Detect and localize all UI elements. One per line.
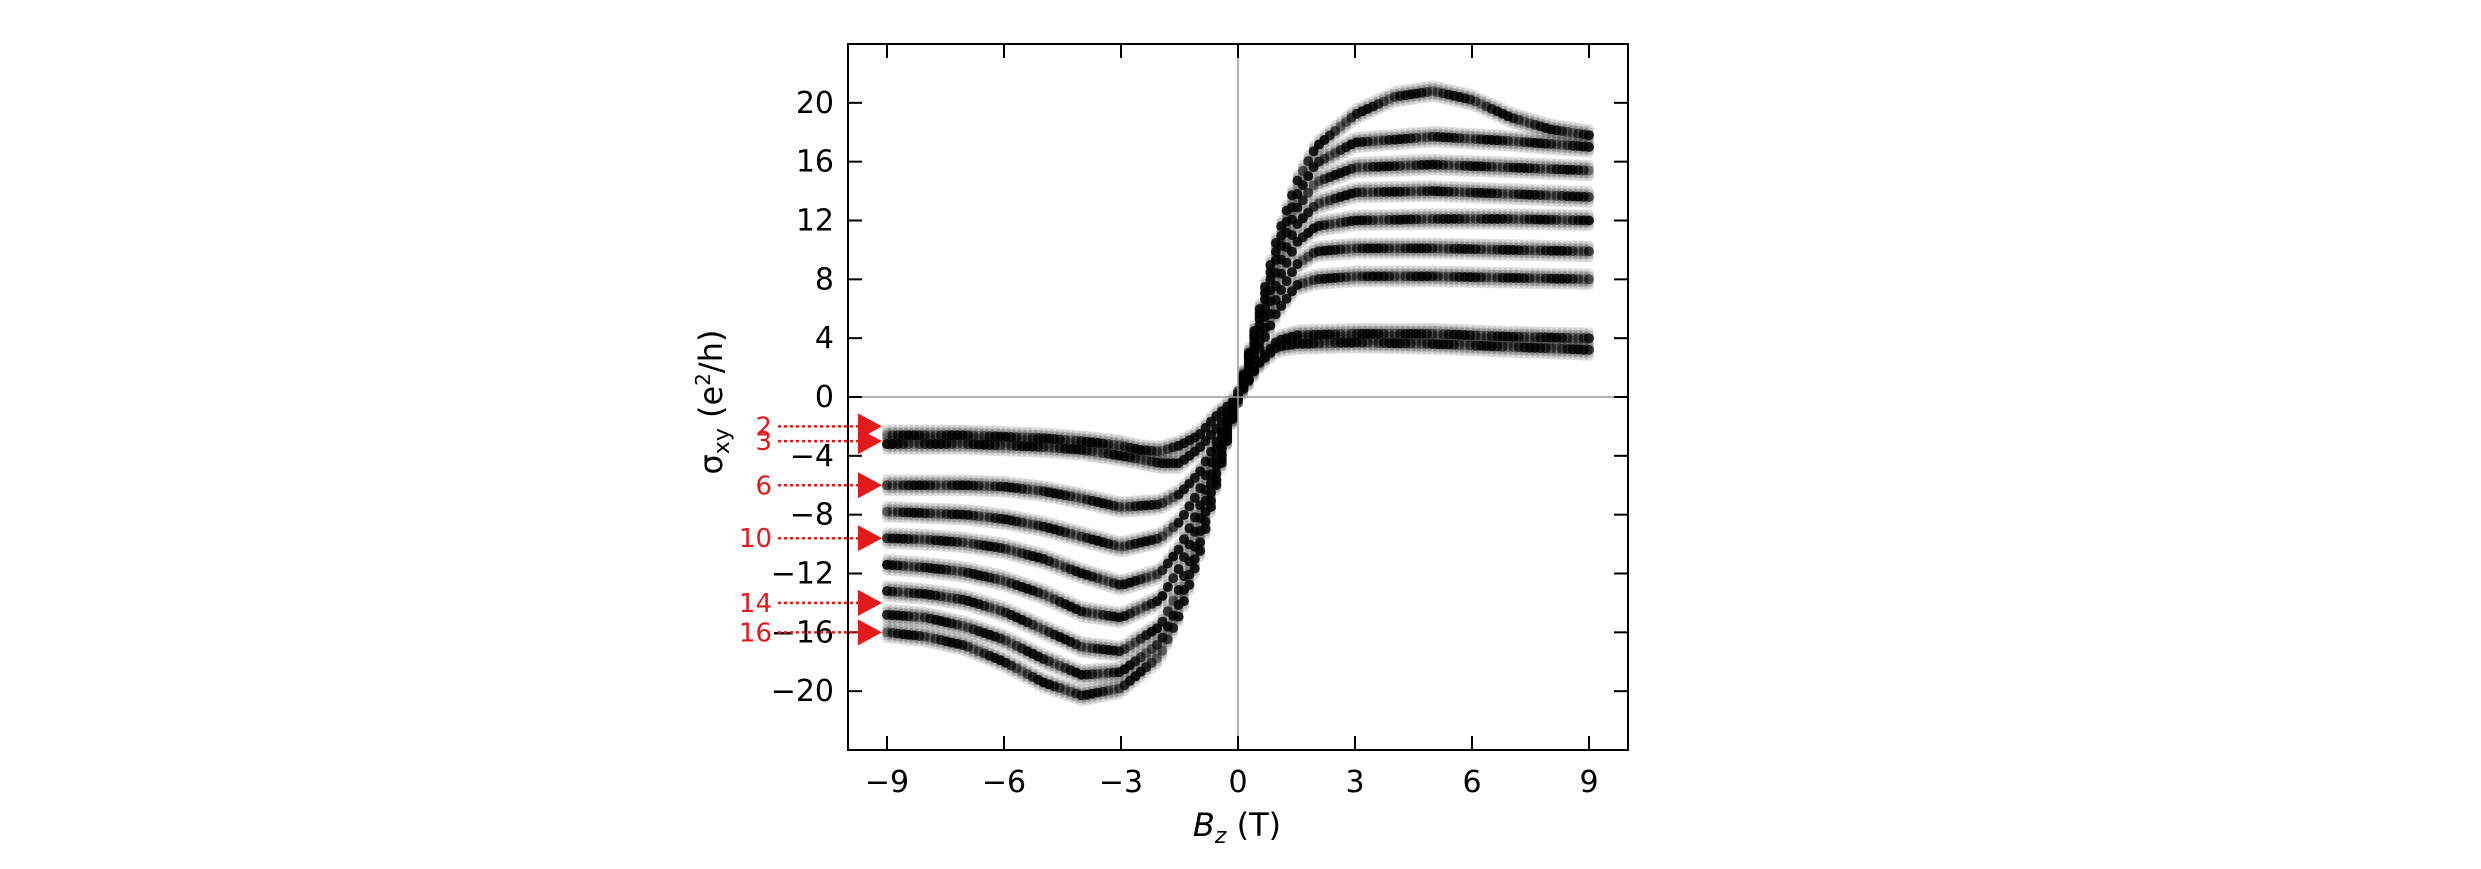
scatter-point (925, 430, 936, 441)
scatter-point (1384, 328, 1395, 339)
scatter-point (1567, 329, 1578, 340)
scatter-point (1584, 198, 1594, 208)
scatter-point (1292, 330, 1303, 341)
scatter-point (1476, 327, 1486, 338)
scatter-point (1114, 434, 1125, 445)
scatter-point (1470, 333, 1481, 344)
scatter-point (1281, 248, 1292, 259)
scatter-point (1519, 331, 1530, 342)
scatter-point (1162, 450, 1173, 461)
scatter-point (1567, 332, 1578, 343)
scatter-point (1017, 426, 1027, 437)
scatter-point (1562, 335, 1573, 346)
scatter-point (1157, 597, 1168, 607)
scatter-point (1584, 280, 1594, 291)
scatter-point (1476, 324, 1486, 335)
scatter-point (1584, 221, 1594, 232)
scatter-point (1168, 448, 1179, 459)
scatter-point (1017, 432, 1027, 443)
scatter-point (1335, 329, 1346, 340)
scatter-point (1189, 435, 1200, 446)
scatter-point (1103, 439, 1114, 450)
scatter-point (1200, 476, 1211, 487)
scatter-point (1108, 433, 1119, 444)
scatter-point (1276, 291, 1287, 301)
scatter-point (1152, 446, 1162, 457)
scatter-point (1260, 328, 1270, 339)
scatter-point (1287, 236, 1297, 247)
scatter-point (1270, 301, 1281, 312)
scatter-point (1162, 588, 1173, 598)
scatter-point (925, 424, 936, 435)
scatter-point (1584, 333, 1594, 344)
scatter-point (1195, 489, 1206, 500)
scatter-point (968, 430, 979, 441)
scatter-point (1173, 446, 1184, 457)
scatter-point (1378, 328, 1389, 339)
scatter-point (1519, 334, 1530, 345)
scatter-point (1265, 314, 1276, 325)
scatter-series (882, 331, 1594, 475)
scatter-point (1011, 432, 1022, 443)
scatter-point (1427, 328, 1438, 339)
scatter-point (1108, 439, 1119, 450)
scatter-point (1184, 507, 1195, 518)
scatter-point (1476, 330, 1486, 341)
scatter-point (1567, 335, 1578, 346)
scatter-point (1562, 332, 1573, 343)
scatter-point (1168, 579, 1179, 590)
scatter-point (1179, 515, 1189, 526)
scatter-point (1384, 322, 1395, 333)
scatter-point (1567, 326, 1578, 337)
scatter-point (1427, 331, 1438, 342)
scatter-point (1189, 498, 1200, 509)
scatter-point (1017, 429, 1027, 440)
scatter-point (1476, 333, 1486, 344)
scatter-point (1584, 171, 1594, 182)
scatter-points-layer (882, 80, 1594, 707)
scatter-point (1584, 350, 1594, 361)
scatter-point (925, 427, 936, 438)
scatter-point (1384, 325, 1395, 336)
scatter-point (1152, 449, 1162, 460)
scatter-point (1584, 336, 1594, 347)
scatter-point (919, 430, 930, 441)
scatter-point (1173, 570, 1184, 581)
scatter-point (1470, 330, 1481, 341)
scatter-point (1060, 434, 1071, 445)
scatter-point (1108, 436, 1119, 447)
scatter-point (1281, 282, 1292, 293)
